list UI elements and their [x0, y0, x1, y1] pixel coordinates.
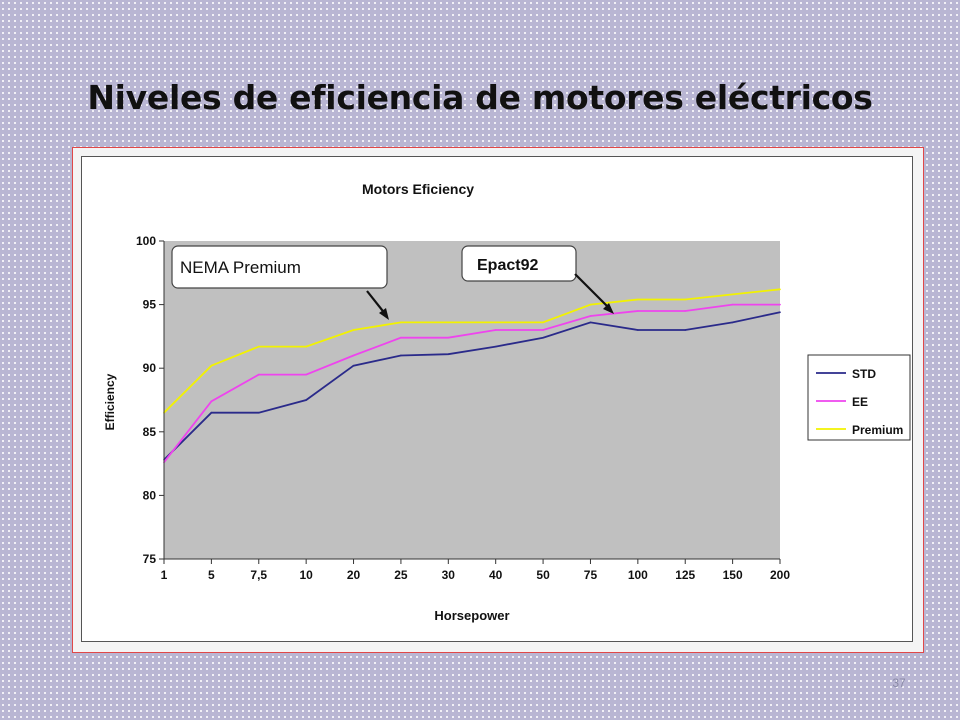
data-point: [779, 303, 781, 306]
chart-title: Motors Eficiency: [362, 181, 474, 197]
y-tick-label: 90: [143, 361, 157, 375]
data-point: [637, 298, 639, 301]
y-tick-label: 85: [143, 425, 157, 439]
x-tick-label: 50: [536, 568, 550, 582]
plot-area: [164, 241, 780, 559]
x-tick-label: 5: [208, 568, 215, 582]
data-point: [731, 321, 734, 324]
data-point: [352, 364, 355, 367]
data-point: [589, 315, 592, 317]
x-tick-label: 10: [299, 568, 313, 582]
series-line-std: [163, 311, 781, 461]
data-point: [400, 354, 402, 357]
data-point: [637, 310, 639, 312]
data-point: [731, 293, 734, 296]
annotation-label: Epact92: [477, 257, 538, 274]
legend: STD EE Premium: [807, 354, 911, 441]
chart-frame: Motors Eficiency 75 80 85 90 95 100 1 5 7,5 10 20…: [72, 147, 924, 653]
data-point: [637, 329, 639, 331]
data-point: [210, 411, 213, 414]
annotation-box: [171, 245, 388, 289]
data-point: [210, 400, 213, 403]
data-point: [779, 288, 781, 291]
legend-box: [807, 354, 911, 441]
data-point: [257, 345, 260, 348]
data-point: [542, 329, 544, 331]
x-tick-label: 100: [628, 568, 648, 582]
x-tick-label: 125: [675, 568, 695, 582]
data-point: [257, 411, 260, 414]
annotation-nema-premium: NEMA Premium: [171, 245, 389, 320]
chart-area: Motors Eficiency 75 80 85 90 95 100 1 5 7,5 10 20…: [81, 156, 913, 642]
data-point: [305, 345, 307, 348]
data-point: [542, 321, 544, 324]
y-tick-label: 95: [143, 298, 157, 312]
data-point: [494, 329, 497, 331]
y-tick-label: 80: [143, 488, 157, 502]
x-tick-label: 30: [442, 568, 456, 582]
data-point: [447, 336, 450, 339]
annotation-arrow: [574, 273, 611, 310]
line-chart: Motors Eficiency 75 80 85 90 95 100 1 5 7,5 10 20…: [103, 181, 911, 623]
x-tick-label: 40: [489, 568, 503, 582]
legend-label: EE: [852, 395, 868, 409]
annotation-label: NEMA Premium: [180, 258, 301, 277]
data-point: [447, 353, 450, 356]
x-tick-label: 25: [394, 568, 408, 582]
data-point: [684, 298, 687, 301]
annotation-epact92: Epact92: [461, 245, 614, 314]
data-point: [684, 310, 687, 312]
series-line-premium: [163, 288, 781, 414]
data-point: [542, 336, 544, 339]
data-point: [447, 321, 450, 324]
data-point: [589, 303, 592, 306]
data-point: [494, 345, 497, 348]
slide-title: Niveles de eficiencia de motores eléctri…: [87, 78, 873, 117]
data-point: [684, 329, 687, 331]
data-point: [400, 321, 402, 324]
page-number: 37: [892, 676, 906, 690]
data-point: [305, 399, 307, 401]
data-point: [400, 336, 402, 339]
y-tick-label: 75: [143, 552, 157, 566]
x-tick-label: 150: [723, 568, 743, 582]
annotation-box: [461, 245, 577, 282]
legend-label: STD: [852, 367, 876, 381]
data-point: [352, 354, 355, 357]
x-tick-label: 200: [770, 568, 790, 582]
data-point: [589, 321, 592, 324]
y-axis-label: Efficiency: [103, 373, 117, 430]
x-tick-label: 75: [584, 568, 598, 582]
arrow-head-icon: [379, 308, 389, 320]
x-axis-label: Horsepower: [434, 608, 509, 623]
data-point: [352, 329, 355, 331]
arrow-head-icon: [603, 303, 614, 314]
data-point: [779, 311, 781, 314]
x-tick-label: 20: [347, 568, 361, 582]
data-point: [210, 364, 213, 367]
x-tick-label: 7,5: [250, 568, 267, 582]
data-point: [305, 373, 307, 376]
series-line-ee: [163, 303, 780, 463]
data-point: [494, 321, 497, 324]
legend-label: Premium: [852, 423, 903, 437]
x-tick-label: 1: [161, 568, 168, 582]
y-tick-label: 100: [136, 234, 156, 248]
data-point: [257, 373, 260, 376]
data-point: [731, 303, 734, 306]
